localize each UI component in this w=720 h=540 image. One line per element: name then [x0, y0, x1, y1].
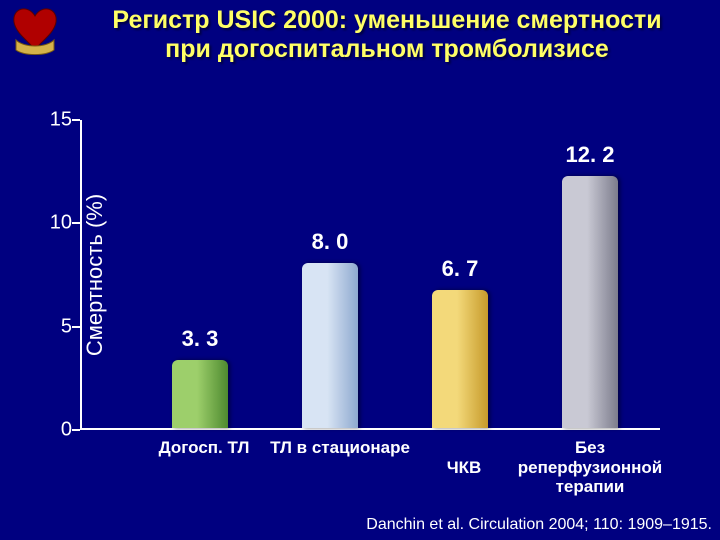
bar: 6. 7	[432, 290, 488, 428]
mortality-bar-chart: Смертность (%) 051015 3. 38. 06. 712. 2 …	[80, 120, 660, 430]
title-line1: Регистр USIC 2000: уменьшение смертности	[112, 6, 661, 34]
bar-value-label: 12. 2	[530, 142, 650, 168]
bar: 12. 2	[562, 176, 618, 428]
y-tick-label: 10	[36, 212, 72, 235]
bar-value-label: 8. 0	[270, 229, 390, 255]
x-axis	[80, 428, 660, 430]
slide-title: Регистр USIC 2000: уменьшение смертности…	[70, 6, 704, 64]
x-category-label: ТЛ в стационаре	[256, 438, 424, 458]
title-line2: при догоспитальном тромболизисе	[165, 35, 609, 63]
bar-value-label: 3. 3	[140, 326, 260, 352]
y-tick	[72, 119, 80, 121]
y-axis-title: Смертность (%)	[82, 194, 108, 356]
x-category-label: ЧКВ	[428, 438, 500, 477]
y-tick	[72, 429, 80, 431]
bar-value-label: 6. 7	[400, 256, 520, 282]
y-tick-label: 0	[36, 419, 72, 442]
y-tick-label: 15	[36, 109, 72, 132]
x-category-label: Безреперфузионнойтерапии	[506, 438, 674, 497]
y-tick	[72, 222, 80, 224]
y-tick-label: 5	[36, 315, 72, 338]
citation: Danchin et al. Circulation 2004; 110: 19…	[366, 516, 712, 534]
heart-emblem-icon	[10, 4, 60, 58]
y-tick	[72, 326, 80, 328]
x-category-label: Догосп. ТЛ	[144, 438, 264, 458]
bar: 3. 3	[172, 360, 228, 428]
bar: 8. 0	[302, 263, 358, 428]
